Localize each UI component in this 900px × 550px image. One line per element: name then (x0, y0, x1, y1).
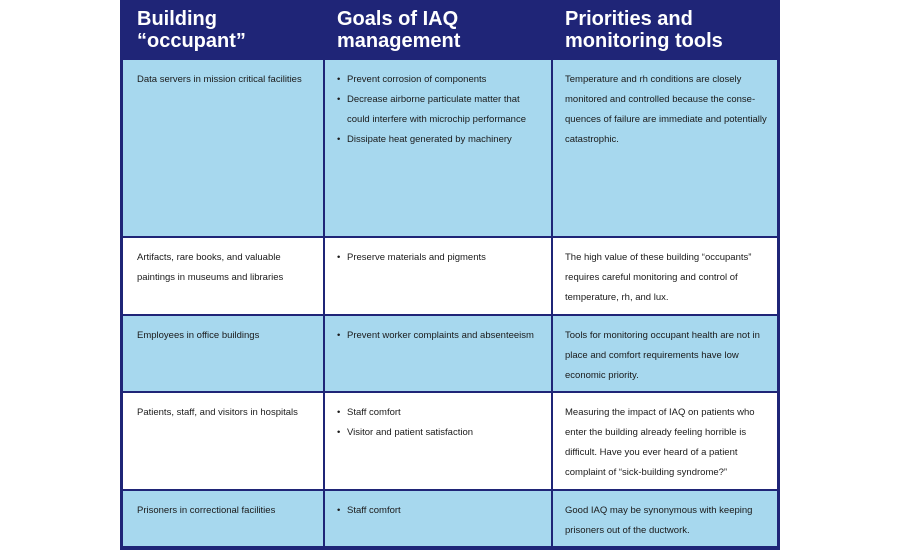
occupant-cell: Patients, staff, and visitors in hospita… (123, 393, 323, 489)
header-goals: Goals of IAQ management (325, 0, 551, 60)
goal-item: Visitor and patient satisfaction (337, 423, 541, 443)
priorities-cell: The high value of these building “occupa… (553, 238, 777, 314)
header-priorities: Priorities and monitoring tools (553, 0, 777, 60)
goal-item: Prevent corrosion of components (337, 70, 541, 90)
priorities-cell: Temperature and rh conditions are closel… (553, 60, 777, 236)
table-row: Patients, staff, and visitors in hospita… (120, 393, 780, 489)
goal-item: Preserve materials and pigments (337, 248, 541, 268)
table-row: Employees in office buildings Prevent wo… (120, 316, 780, 391)
priorities-cell: Good IAQ may be synonymous with keeping … (553, 491, 777, 546)
priorities-cell: Tools for monitoring occupant health are… (553, 316, 777, 391)
table-row: Prisoners in correctional facilities Sta… (120, 491, 780, 546)
header-building-occupant: Building “occupant” (123, 0, 323, 60)
goal-item: Staff comfort (337, 501, 541, 521)
iaq-table: Building “occupant” Goals of IAQ managem… (120, 0, 780, 550)
occupant-cell: Prisoners in correctional facilities (123, 491, 323, 546)
table-row: Data servers in mission critical facilit… (120, 60, 780, 236)
goal-item: Decrease airborne particulate matter tha… (337, 90, 541, 130)
goals-cell: Prevent worker complaints and absenteeis… (325, 316, 551, 391)
goal-item: Staff comfort (337, 403, 541, 423)
goals-cell: Preserve materials and pigments (325, 238, 551, 314)
goals-cell: Staff comfort (325, 491, 551, 546)
priorities-cell: Measuring the impact of IAQ on patients … (553, 393, 777, 489)
occupant-cell: Employees in office buildings (123, 316, 323, 391)
goals-cell: Prevent corrosion of components Decrease… (325, 60, 551, 236)
occupant-cell: Artifacts, rare books, and valuable pain… (123, 238, 323, 314)
table-row: Artifacts, rare books, and valuable pain… (120, 238, 780, 314)
goals-cell: Staff comfort Visitor and patient satisf… (325, 393, 551, 489)
goal-item: Dissipate heat generated by machinery (337, 130, 541, 150)
occupant-cell: Data servers in mission critical facilit… (123, 60, 323, 236)
goal-item: Prevent worker complaints and absenteeis… (337, 326, 541, 346)
